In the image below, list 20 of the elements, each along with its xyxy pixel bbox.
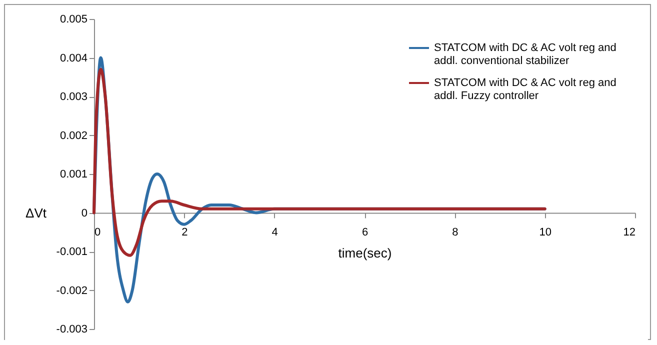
y-tick-label: -0.003 [56,324,88,336]
y-tick-label: 0.002 [60,130,88,142]
y-tick-label: 0.005 [60,14,88,26]
legend-label: STATCOM with DC & AC volt reg and addl. conventional stabilizer [434,42,616,67]
y-tick-label: 0.003 [60,91,88,103]
x-tick-label: 4 [272,226,278,238]
legend-label: STATCOM with DC & AC volt reg and addl. Fuzzy controller [434,77,616,102]
x-tick-label: 10 [539,226,552,238]
x-tick-label: 2 [182,226,188,238]
y-axis-title: ΔVt [26,205,47,220]
y-tick-label: 0.001 [60,168,88,180]
y-tick-label: 0 [81,207,88,220]
x-tick-label: 8 [452,226,458,238]
y-tick-label: -0.002 [56,284,88,297]
x-tick-label: 6 [362,226,368,238]
x-tick-label: 0 [94,226,101,238]
x-tick-label: 12 [623,226,636,238]
y-tick-label: -0.001 [56,246,88,258]
x-axis-title: time(sec) [338,245,392,260]
y-tick-label: 0.004 [60,52,88,64]
